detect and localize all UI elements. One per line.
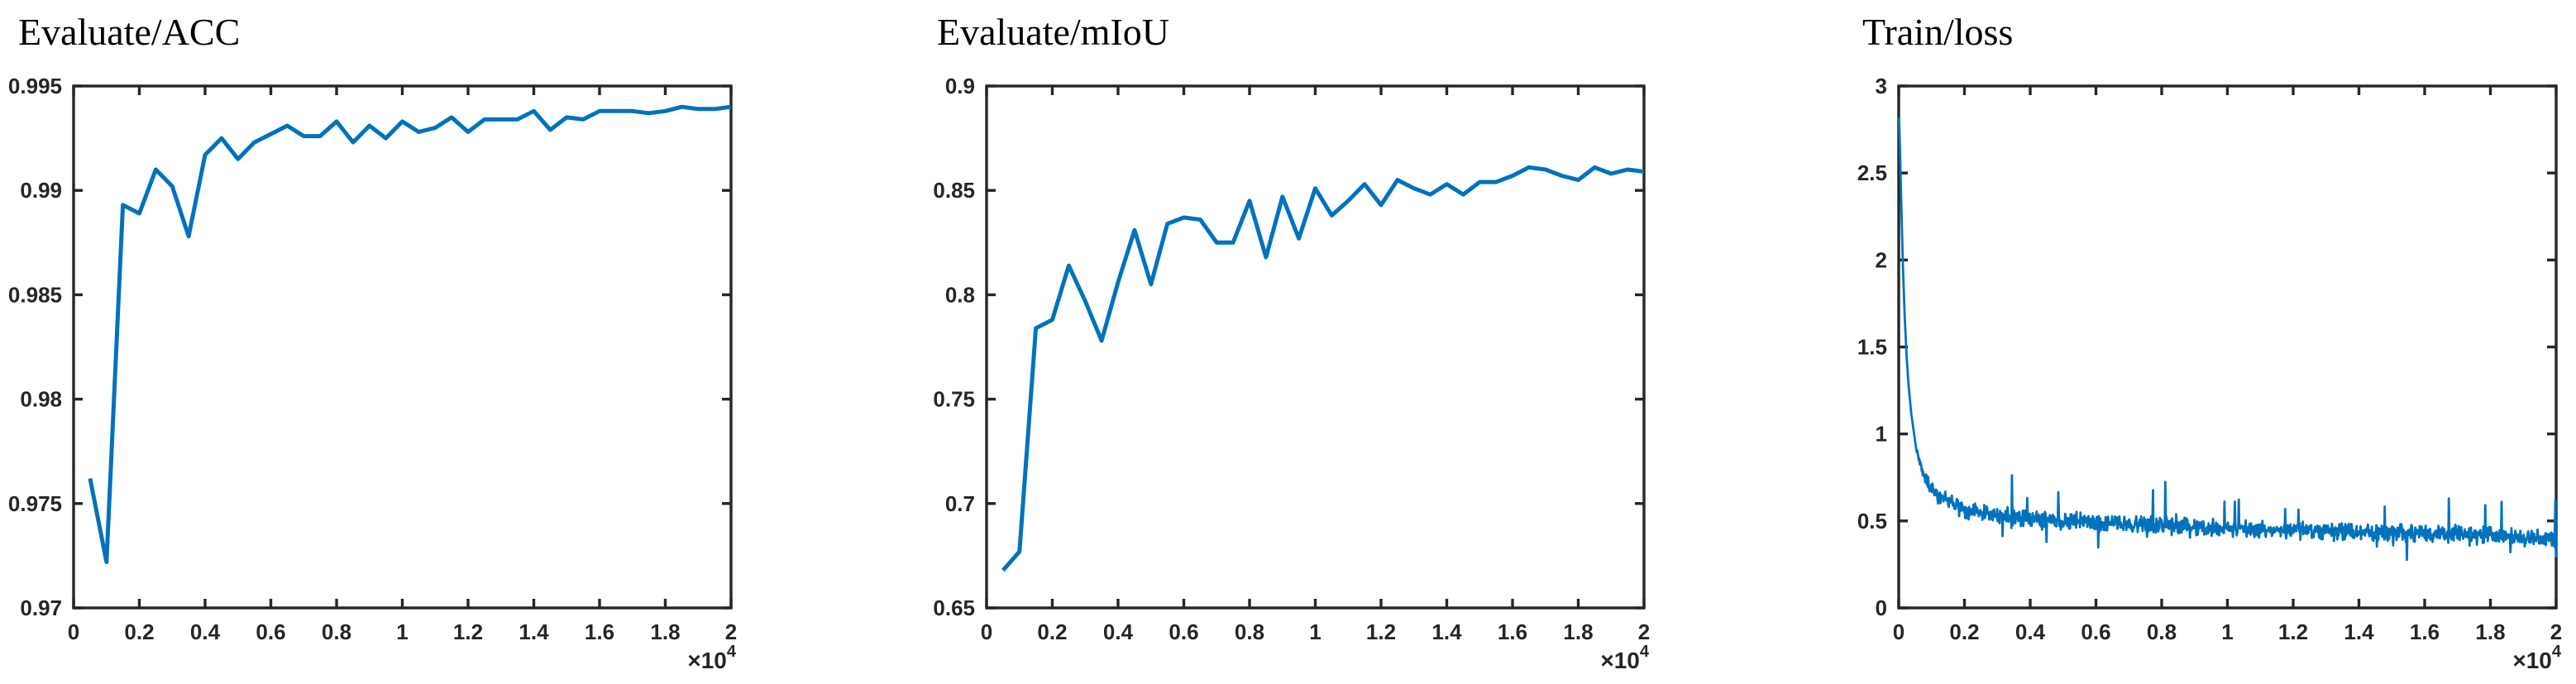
y-tick-label: 2 <box>1876 247 1887 272</box>
x-tick-label: 0 <box>981 619 992 644</box>
y-tick-label: 0.7 <box>945 491 975 516</box>
y-tick-label: 0.9 <box>945 74 975 98</box>
y-tick-label: 0.975 <box>8 491 62 516</box>
chart-evaluate-acc: Evaluate/ACC 0 0.2 0.4 0.6 0.8 1 1.2 1.4 1.6 1.8 2… <box>8 11 737 673</box>
x-tick-label: 1.6 <box>1498 619 1527 644</box>
y-tick-label: 0.5 <box>1857 509 1887 533</box>
x-tick-label: 1 <box>1309 619 1321 644</box>
plot-box <box>985 84 1646 610</box>
y-tick-label: 0.85 <box>933 178 975 203</box>
acc-line <box>88 104 732 564</box>
y-tick-label: 0.8 <box>945 282 975 307</box>
x-tick-label: 1.4 <box>519 619 549 644</box>
x-tick-label: 0.8 <box>322 619 351 644</box>
x-tick-label: 0.2 <box>1949 619 1979 644</box>
x-tick-label: 1.2 <box>1366 619 1396 644</box>
x-tick-label: 0 <box>68 619 79 644</box>
y-tick-label: 3 <box>1876 74 1887 98</box>
x-tick-label: 0.4 <box>190 619 221 644</box>
x-tick-label: 1.4 <box>1431 619 1462 644</box>
chart-title-evaluate-acc: Evaluate/ACC <box>18 11 240 53</box>
x-tick-label: 0.4 <box>2015 619 2046 644</box>
y-tick-label: 0.99 <box>20 178 62 203</box>
x-tick-label: 1.4 <box>2344 619 2374 644</box>
data-series-line <box>88 104 732 564</box>
y-tick-label: 0.75 <box>933 387 975 412</box>
chart-title-evaluate-miou: Evaluate/mIoU <box>937 11 1169 53</box>
x-tick-label: 1.8 <box>1563 619 1593 644</box>
x-tick-label: 2 <box>2550 619 2562 644</box>
x-scale-note: ×104 <box>687 643 737 673</box>
x-tick-label: 0.8 <box>1235 619 1264 644</box>
x-scale-note: ×104 <box>2512 643 2562 673</box>
loss-axes: 0 0.2 0.4 0.6 0.8 1 1.2 1.4 1.6 1.8 2 0 0.5 1 1.5 2 2.5 3… <box>1857 74 2562 673</box>
y-tick-label: 1 <box>1876 422 1887 447</box>
x-tick-label: 0.8 <box>2147 619 2177 644</box>
loss-line <box>1898 117 2558 562</box>
y-tick-label: 0.98 <box>20 387 62 412</box>
data-series-line <box>1001 165 1645 572</box>
x-tick-label: 1.8 <box>650 619 680 644</box>
x-tick-label: 0.6 <box>1169 619 1198 644</box>
x-tick-label: 1.2 <box>453 619 483 644</box>
x-tick-label: 1.8 <box>2475 619 2505 644</box>
x-tick-label: 0.6 <box>2081 619 2110 644</box>
y-tick-label: 0 <box>1876 596 1887 620</box>
acc-axes: 0 0.2 0.4 0.6 0.8 1 1.2 1.4 1.6 1.8 2 0.97 0.975 0.98… <box>8 74 737 673</box>
x-tick-label: 1.6 <box>585 619 614 644</box>
plot-box <box>72 84 733 610</box>
x-tick-label: 1 <box>2221 619 2233 644</box>
x-tick-label: 2 <box>1638 619 1650 644</box>
chart-title-train-loss: Train/loss <box>1862 11 2013 53</box>
y-tick-label: 0.97 <box>20 596 62 620</box>
x-tick-label: 0.6 <box>256 619 285 644</box>
x-tick-label: 2 <box>725 619 737 644</box>
chart-train-loss: Train/loss 0 0.2 0.4 0.6 0.8 1 1.2 1.4 1.6 1.8 200… <box>1857 11 2562 673</box>
data-series-line <box>1898 117 2558 562</box>
x-tick-label: 1.6 <box>2410 619 2440 644</box>
y-tick-label: 2.5 <box>1857 160 1887 185</box>
y-tick-label: 0.995 <box>8 74 62 98</box>
miou-axes: 0 0.2 0.4 0.6 0.8 1 1.2 1.4 1.6 1.8 2 0.65 0.7 0.75 0.… <box>933 74 1650 673</box>
chart-evaluate-miou: Evaluate/mIoU 0 0.2 0.4 0.6 0.8 1 1.2 1.4 1.6 1.8… <box>933 11 1650 673</box>
x-tick-label: 1 <box>396 619 408 644</box>
y-tick-label: 0.985 <box>8 282 62 307</box>
y-tick-label: 1.5 <box>1857 335 1887 360</box>
x-tick-label: 0.2 <box>124 619 154 644</box>
miou-line <box>1001 165 1645 572</box>
x-tick-label: 0.2 <box>1037 619 1067 644</box>
x-scale-note: ×104 <box>1600 643 1650 673</box>
x-tick-label: 0 <box>1893 619 1905 644</box>
y-tick-label: 0.65 <box>933 596 975 620</box>
x-tick-label: 0.4 <box>1103 619 1134 644</box>
x-tick-label: 1.2 <box>2278 619 2308 644</box>
